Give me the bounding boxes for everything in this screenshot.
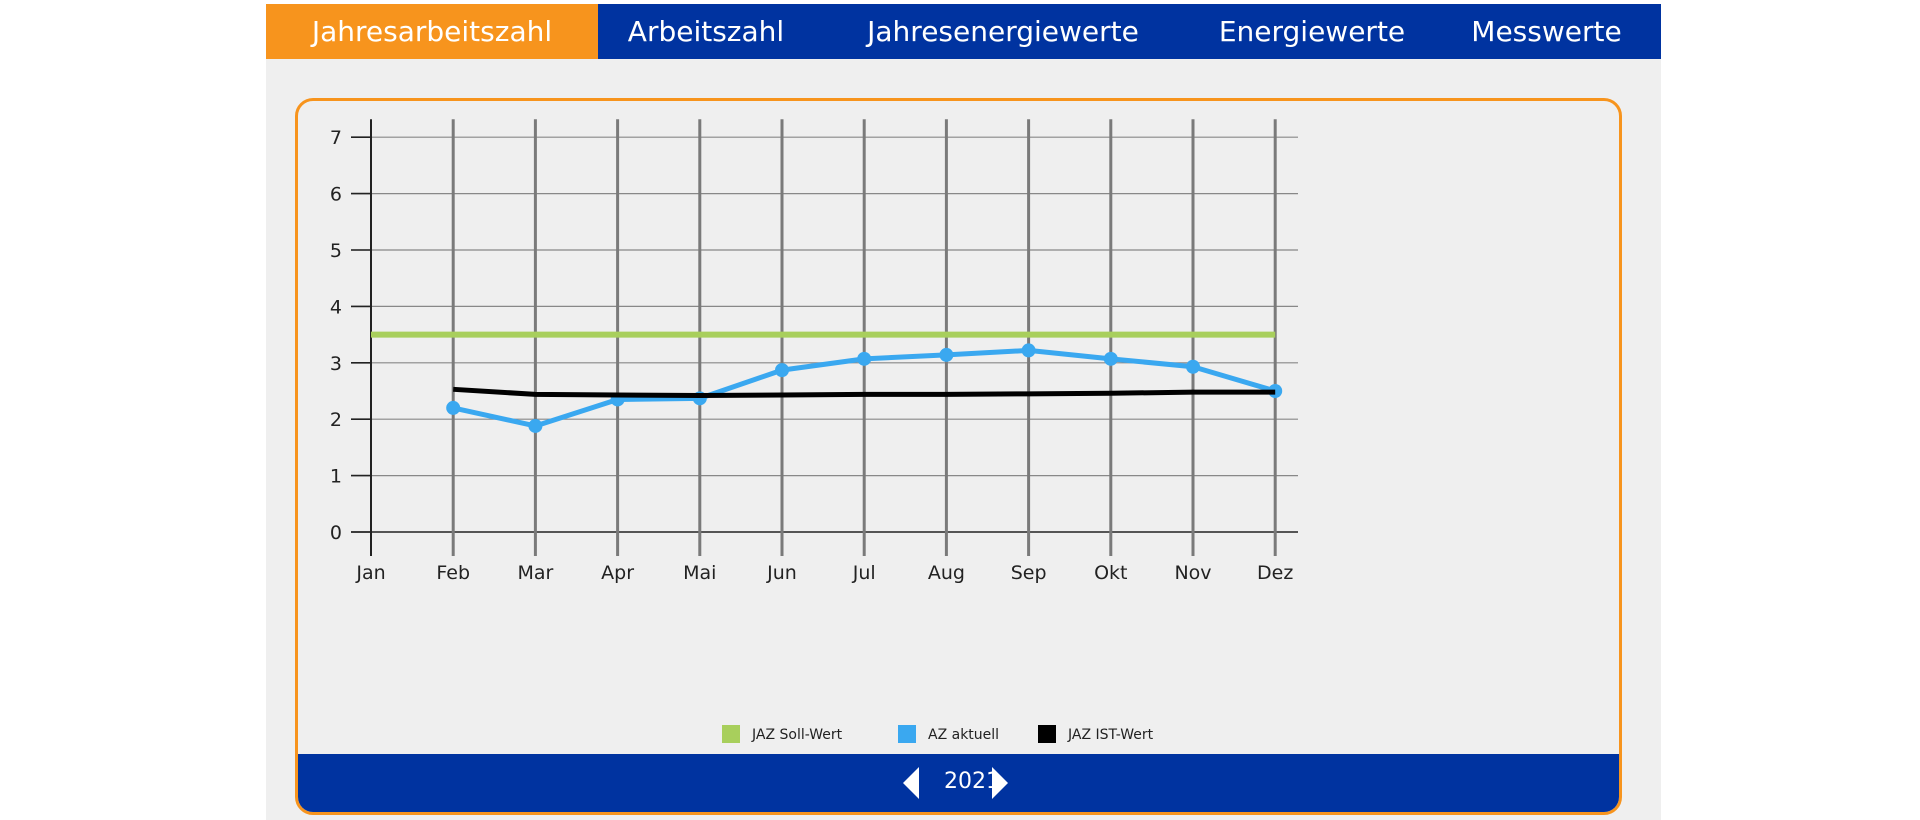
- data-point: [1186, 359, 1200, 374]
- data-point: [775, 363, 789, 378]
- year-selector: 2021: [298, 754, 1619, 812]
- data-point: [939, 347, 954, 362]
- x-tick-label: Apr: [601, 562, 634, 584]
- data-point: [857, 351, 872, 366]
- legend-label: JAZ Soll-Wert: [751, 727, 843, 743]
- y-tick-label: 6: [330, 184, 342, 206]
- x-tick-label: Nov: [1174, 562, 1211, 584]
- y-tick-label: 3: [330, 353, 342, 375]
- tab-bar: Jahresarbeitszahl Arbeitszahl Jahresener…: [266, 4, 1661, 59]
- year-label: 2021: [944, 769, 1000, 794]
- tab-messwerte[interactable]: Messwerte: [1471, 15, 1622, 48]
- x-tick-label: Jan: [355, 562, 385, 584]
- app-container: Jahresarbeitszahl Arbeitszahl Jahresener…: [266, 4, 1661, 820]
- next-year-arrow-icon[interactable]: [992, 767, 1008, 799]
- y-tick-label: 0: [330, 522, 342, 544]
- series-line-3: [453, 386, 1276, 399]
- tab-arbeitszahl[interactable]: Arbeitszahl: [627, 15, 785, 48]
- chart: 0 1 2 3 4 5 6 7 Jan Feb Mar Apr Mai Jun Jul Aug Sep Okt No…: [330, 119, 1298, 743]
- previous-year-arrow-icon[interactable]: [903, 767, 919, 799]
- legend-swatch: [1038, 725, 1056, 743]
- data-point: [446, 400, 461, 415]
- y-tick-label: 4: [330, 296, 342, 318]
- legend-swatch: [898, 725, 916, 743]
- x-tick-label: Jul: [852, 562, 876, 584]
- data-point: [1021, 343, 1036, 358]
- legend-label: JAZ IST-Wert: [1067, 727, 1154, 743]
- x-tick-label: Jun: [766, 562, 797, 584]
- x-tick-label: Mar: [517, 562, 553, 584]
- legend-swatch: [722, 725, 740, 743]
- tab-energiewerte[interactable]: Energiewerte: [1218, 15, 1406, 48]
- chart-card: 0 1 2 3 4 5 6 7 Jan Feb Mar Apr Mai Jun Jul Aug Sep Okt No…: [295, 98, 1622, 815]
- tab-jahresenergiewerte[interactable]: Jahresenergiewerte: [867, 15, 1139, 48]
- y-tick-label: 7: [330, 127, 342, 149]
- x-tick-label: Mai: [683, 562, 716, 584]
- y-tick-label: 2: [330, 409, 342, 431]
- x-tick-label: Sep: [1011, 562, 1047, 584]
- y-tick-label: 5: [330, 240, 342, 262]
- tab-jahresarbeitszahl[interactable]: Jahresarbeitszahl: [266, 4, 598, 59]
- x-tick-label: Okt: [1094, 562, 1127, 584]
- x-tick-label: Feb: [436, 562, 470, 584]
- x-tick-label: Aug: [928, 562, 965, 584]
- legend-label: AZ aktuell: [928, 727, 999, 743]
- x-tick-label: Dez: [1257, 562, 1293, 584]
- y-tick-label: 1: [330, 466, 342, 488]
- data-point: [1103, 351, 1118, 366]
- data-point: [528, 418, 543, 433]
